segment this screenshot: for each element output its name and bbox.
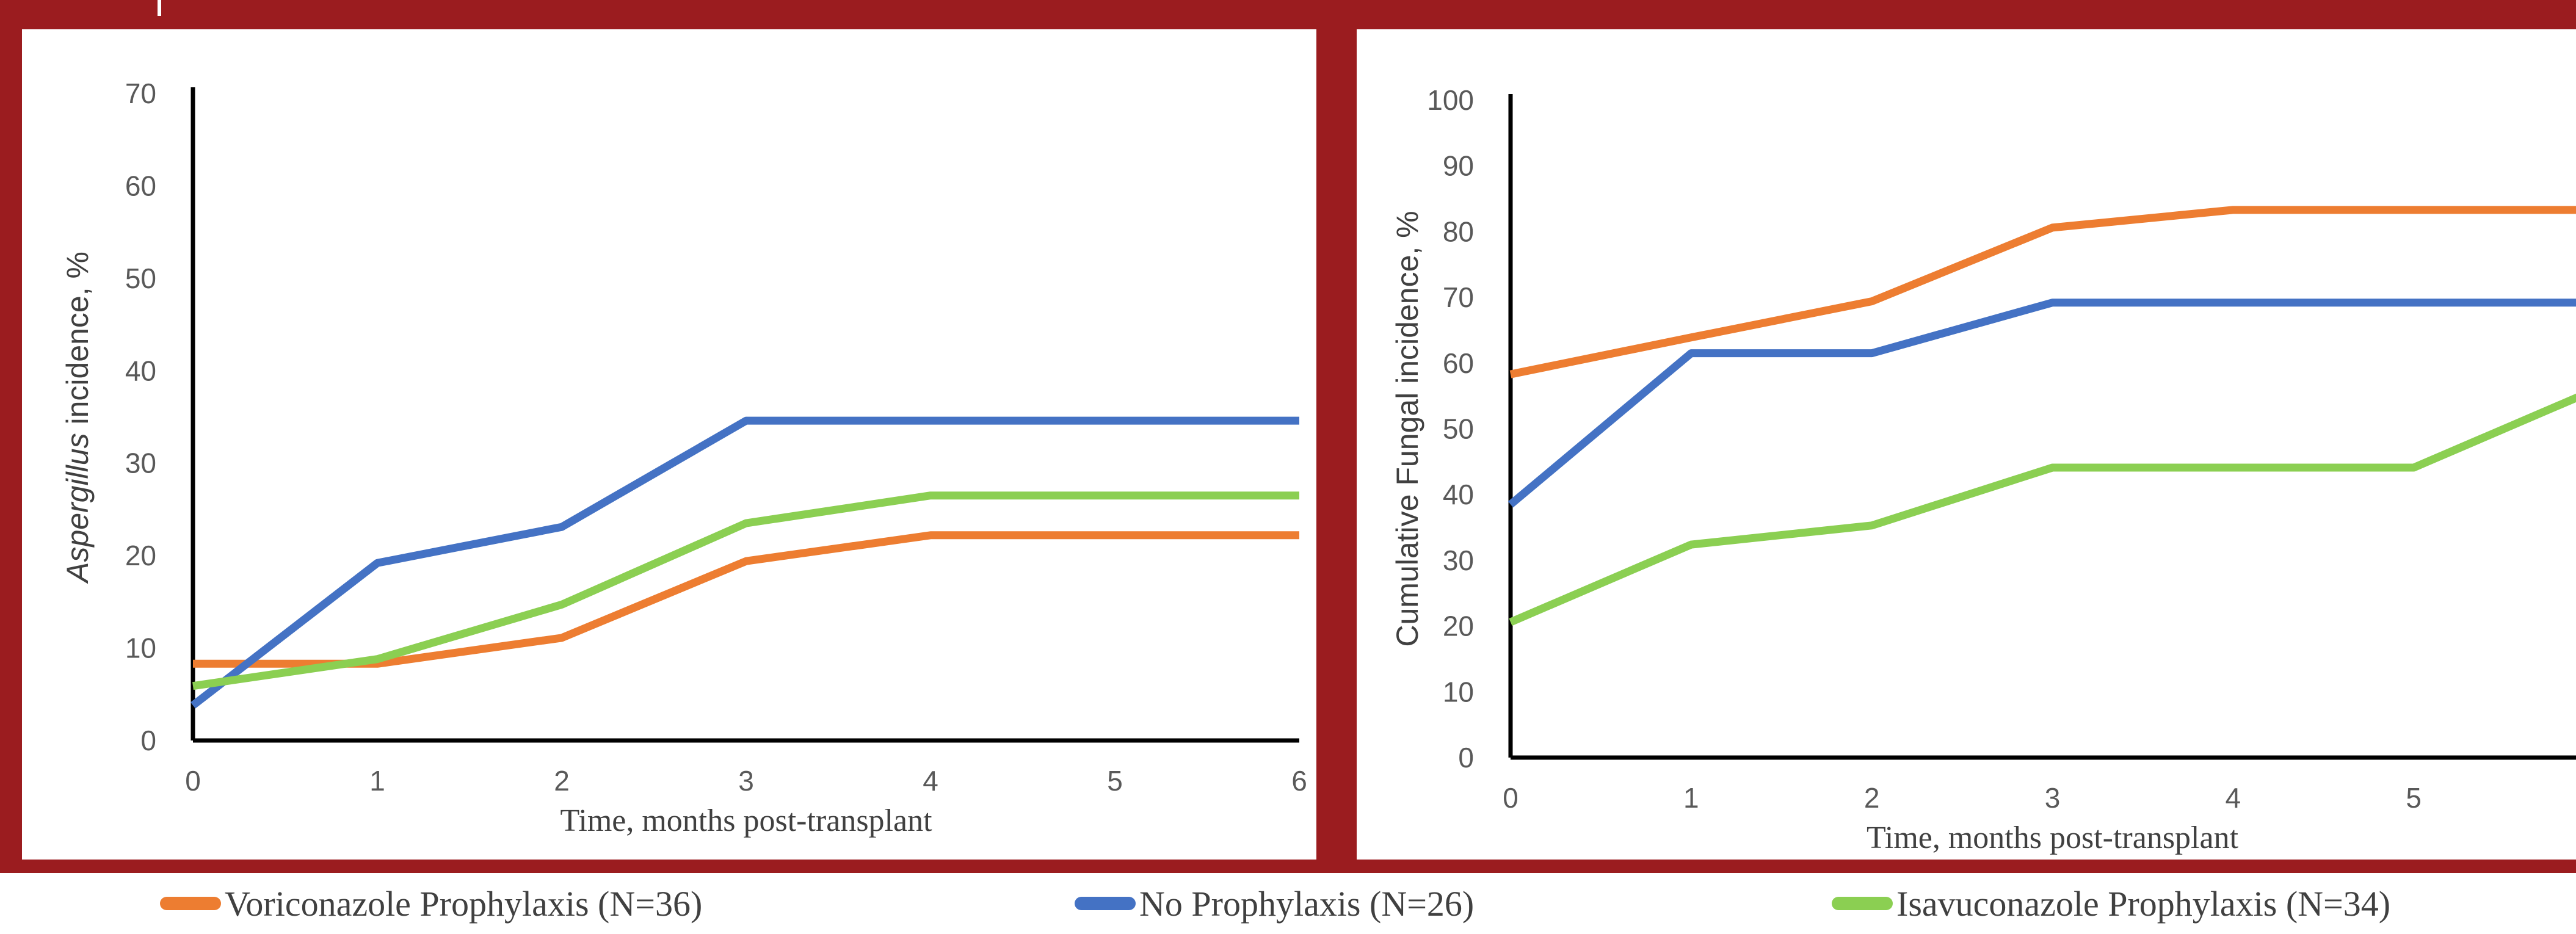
y-tick-label: 60 — [1443, 347, 1474, 379]
y-tick-label: 10 — [1443, 676, 1474, 708]
y-tick-label: 100 — [1427, 84, 1474, 116]
legend-item-isavuconazole: Isavuconazole Prophylaxis (N=34) — [1832, 883, 2391, 924]
x-tick-label: 1 — [369, 765, 385, 797]
top-frame-bar — [0, 0, 2576, 18]
x-tick-label: 5 — [2406, 782, 2422, 814]
y-tick-label: 20 — [125, 540, 156, 571]
y-tick-label: 70 — [1443, 281, 1474, 313]
series-line-0 — [193, 531, 1299, 668]
legend-item-no-prophylaxis: No Prophylaxis (N=26) — [1075, 883, 1475, 924]
x-axis-title: Time, months post-transplant — [1867, 820, 2239, 855]
legend-swatch-isavuconazole — [1832, 897, 1893, 910]
y-tick-label: 40 — [125, 355, 156, 386]
y-tick-label: 50 — [1443, 413, 1474, 445]
legend: Voriconazole Prophylaxis (N=36) No Proph… — [0, 873, 2576, 934]
x-tick-label: 4 — [923, 765, 938, 797]
series-line-2 — [1509, 393, 2576, 626]
series-line-0 — [1509, 206, 2576, 378]
y-tick-label: 90 — [1443, 150, 1474, 182]
x-tick-label: 0 — [185, 765, 201, 797]
legend-label-voriconazole: Voriconazole Prophylaxis (N=36) — [225, 883, 703, 924]
legend-item-voriconazole: Voriconazole Prophylaxis (N=36) — [160, 883, 703, 924]
x-tick-label: 2 — [1864, 782, 1880, 814]
aspergillus-chart: 0 10 20 30 40 50 60 70 0 1 2 3 4 5 6 Time, months post-… — [60, 78, 1307, 838]
y-tick-label: 0 — [140, 725, 156, 756]
y-tick-label: 30 — [1443, 545, 1474, 576]
fungal-chart: 01020304050607080901000123456Time, month… — [1390, 84, 2576, 855]
y-tick-label: 30 — [125, 447, 156, 479]
x-tick-label: 3 — [2045, 782, 2061, 814]
top-frame-marker — [158, 0, 161, 16]
legend-swatch-voriconazole — [160, 897, 221, 910]
x-axis-title: Time, months post-transplant — [560, 803, 932, 838]
y-tick-label: 40 — [1443, 479, 1474, 510]
y-tick-label: 50 — [125, 262, 156, 294]
fungal-chart-panel: 01020304050607080901000123456Time, month… — [1357, 29, 2576, 860]
x-tick-label: 6 — [1291, 765, 1307, 797]
legend-label-no-prophylaxis: No Prophylaxis (N=26) — [1139, 883, 1475, 924]
y-tick-label: 60 — [125, 170, 156, 201]
x-tick-label: 1 — [1683, 782, 1699, 814]
x-tick-label: 2 — [554, 765, 570, 797]
x-tick-label: 0 — [1503, 782, 1518, 814]
series-line-1 — [190, 416, 1299, 709]
y-tick-label: 10 — [125, 632, 156, 664]
y-tick-label: 80 — [1443, 215, 1474, 247]
y-tick-label: 20 — [1443, 610, 1474, 642]
y-axis-title: Cumulative Fungal incidence, % — [1390, 211, 1424, 646]
legend-label-isavuconazole: Isavuconazole Prophylaxis (N=34) — [1896, 883, 2391, 924]
y-axis-title-italic: Aspergillus — [60, 433, 95, 584]
y-tick-label: 70 — [125, 78, 156, 109]
y-axis-title: Aspergillus incidence, % — [60, 252, 95, 584]
series-line-2 — [192, 491, 1299, 690]
x-tick-label: 3 — [738, 765, 754, 797]
y-axis-title-rest: incidence, % — [60, 252, 95, 433]
y-tick-label: 0 — [1458, 742, 1474, 773]
x-tick-label: 4 — [2226, 782, 2241, 814]
legend-swatch-no-prophylaxis — [1075, 897, 1136, 910]
x-tick-label: 5 — [1107, 765, 1123, 797]
series-line-1 — [1508, 299, 2576, 508]
aspergillus-chart-panel: 0 10 20 30 40 50 60 70 0 1 2 3 4 5 6 Time, months post-… — [22, 29, 1316, 860]
